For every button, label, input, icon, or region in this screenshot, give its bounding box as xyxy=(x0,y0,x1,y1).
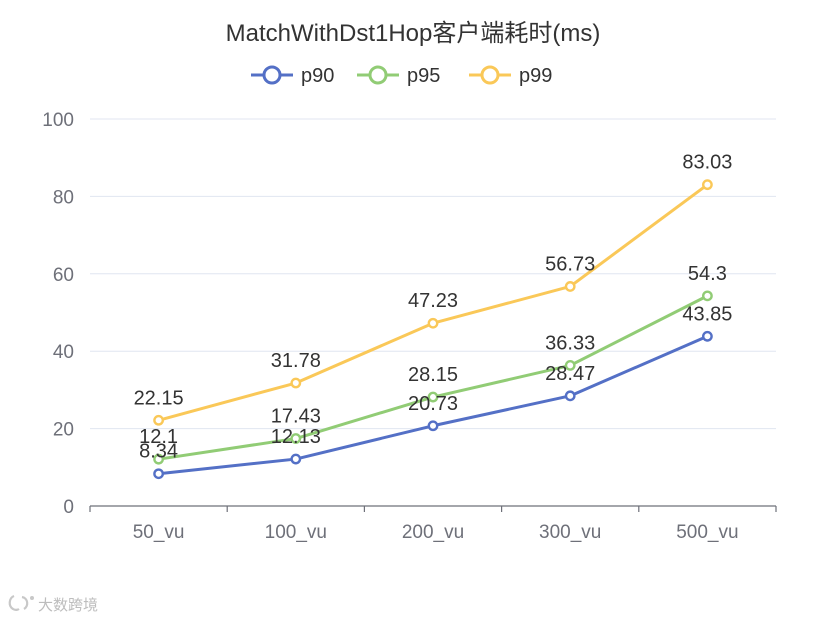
data-point-p99-500-vu xyxy=(702,179,713,191)
data-label-p95-200-vu: 28.15 xyxy=(408,364,458,386)
legend-marker-icon xyxy=(262,65,282,85)
data-label-p99-100-vu: 31.78 xyxy=(271,350,321,372)
data-point-p90-100-vu xyxy=(290,453,302,465)
data-point-p95-300-vu xyxy=(564,360,576,371)
x-axis: 50_vu 100_vu 200_vu 300_vu 500_vu xyxy=(89,505,777,543)
legend-item-p95[interactable]: p95 xyxy=(357,65,440,87)
watermark-text: 大数跨境 xyxy=(38,596,98,614)
data-point-p90-200-vu xyxy=(427,420,439,432)
data-point-p90-50-vu xyxy=(153,468,165,480)
data-label-p99-200-vu: 47.23 xyxy=(408,290,458,312)
legend-label: p90 xyxy=(301,65,334,87)
data-point-p90-300-vu xyxy=(564,390,576,402)
data-label-p90-200-vu: 20.73 xyxy=(408,393,458,415)
legend-marker-icon xyxy=(480,65,500,85)
y-tick-label: 60 xyxy=(53,265,74,286)
data-label-p99-500-vu: 83.03 xyxy=(682,152,732,174)
legend: p90 p95 p99 xyxy=(251,65,552,87)
data-label-p90-500-vu: 43.85 xyxy=(682,303,732,325)
data-label-p99-50-vu: 22.15 xyxy=(134,387,184,409)
data-point-p99-100-vu xyxy=(290,377,302,389)
legend-label: p99 xyxy=(519,65,552,87)
x-tick-label-500-vu: 500_vu xyxy=(676,522,738,543)
data-label-p95-500-vu: 54.3 xyxy=(688,263,727,285)
data-label-p90-100-vu: 12.13 xyxy=(271,426,321,448)
y-tick-label: 100 xyxy=(42,110,74,131)
data-label-p95-300-vu: 36.33 xyxy=(545,332,595,354)
y-tick-label: 40 xyxy=(53,342,74,363)
legend-item-p99[interactable]: p99 xyxy=(469,65,552,87)
series-points xyxy=(153,179,713,480)
data-label-p90-300-vu: 28.47 xyxy=(545,363,595,385)
data-label-p99-300-vu: 56.73 xyxy=(545,253,595,275)
data-point-p95-100-vu xyxy=(290,433,302,444)
data-point-p99-50-vu xyxy=(153,414,165,426)
x-tick-label-200-vu: 200_vu xyxy=(402,522,464,543)
watermark: 大数跨境 xyxy=(8,594,98,614)
data-point-p99-300-vu xyxy=(564,281,576,292)
data-point-p99-200-vu xyxy=(427,317,439,329)
x-tick-label-300-vu: 300_vu xyxy=(539,522,601,543)
data-label-p90-50-vu: 8.34 xyxy=(139,441,178,463)
x-tick-label-100-vu: 100_vu xyxy=(265,522,327,543)
x-tick-label-50-vu: 50_vu xyxy=(133,522,185,543)
data-point-p95-50-vu xyxy=(153,453,165,465)
data-point-p95-200-vu xyxy=(427,391,439,403)
legend-marker-icon xyxy=(368,65,388,85)
logo-icon xyxy=(8,594,34,611)
chart-title: MatchWithDst1Hop客户端耗时(ms) xyxy=(226,20,601,47)
data-label-p95-50-vu: 12.1 xyxy=(139,426,178,448)
y-axis: 0 20 40 60 80 100 xyxy=(42,110,74,518)
data-point-p90-500-vu xyxy=(702,330,713,342)
legend-item-p90[interactable]: p90 xyxy=(251,65,334,87)
y-tick-label: 80 xyxy=(53,187,74,208)
data-point-p95-500-vu xyxy=(702,290,713,302)
y-tick-label: 20 xyxy=(53,420,74,441)
y-tick-label: 0 xyxy=(63,497,74,518)
data-labels: 8.34 12.13 20.73 28.47 43.85 12.1 17.43 28.15 36… xyxy=(134,152,733,463)
legend-label: p95 xyxy=(407,65,440,87)
grid-lines xyxy=(90,118,776,430)
data-label-p95-100-vu: 17.43 xyxy=(271,406,321,428)
